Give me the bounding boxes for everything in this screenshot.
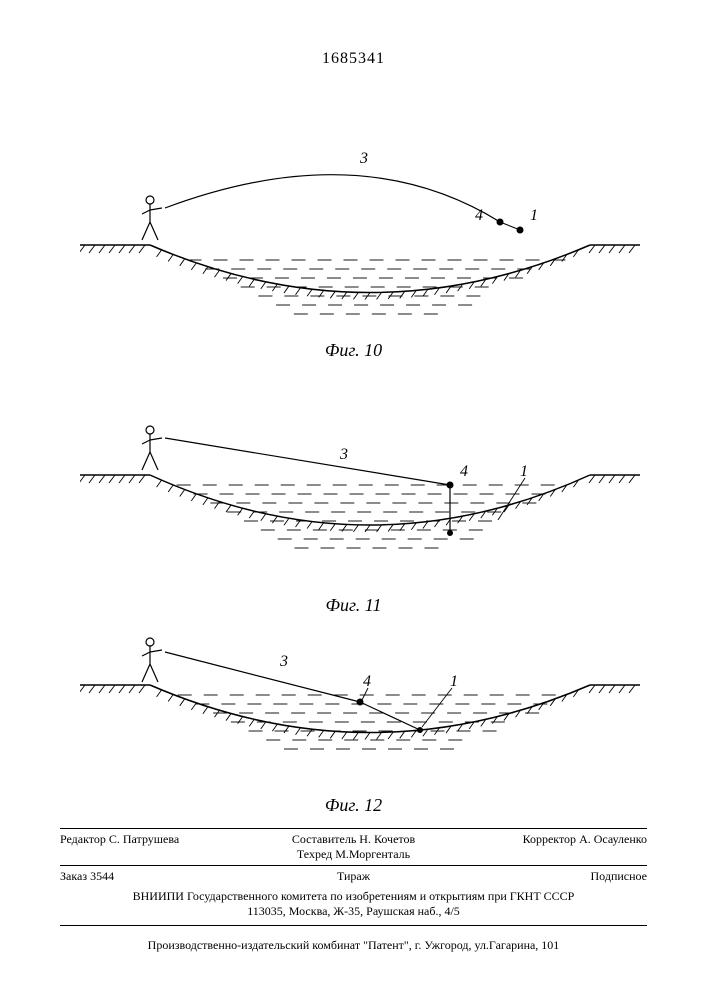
svg-text:1: 1 [530, 207, 538, 224]
subscription: Подписное [451, 869, 647, 884]
figure-12-caption: Фиг. 12 [0, 795, 707, 816]
footer-order-row: Заказ 3544 Тираж Подписное [60, 865, 647, 887]
svg-text:3: 3 [279, 653, 288, 670]
order-label: Заказ [60, 869, 87, 883]
corrector-label: Корректор [523, 832, 577, 846]
editor-label: Редактор [60, 832, 106, 846]
svg-text:3: 3 [359, 150, 368, 167]
patent-page: 1685341 3 4 1 Фиг. 10 3 4 1 Фиг. 11 3 4 1 Фиг.… [0, 0, 707, 1000]
compiler-techred: Составитель Н. Кочетов Техред М.Моргента… [256, 832, 452, 862]
svg-text:1: 1 [450, 673, 458, 690]
footer-org-address: ВНИИПИ Государственного комитета по изоб… [60, 887, 647, 926]
figure-11-caption: Фиг. 11 [0, 595, 707, 616]
svg-text:3: 3 [339, 446, 348, 463]
compiler-name: Н. Кочетов [359, 832, 415, 846]
order: Заказ 3544 [60, 869, 256, 884]
corrector-name: А. Осауленко [579, 832, 647, 846]
figure-12: 3 4 1 [80, 630, 640, 800]
footer-org: ВНИИПИ Государственного комитета по изоб… [60, 889, 647, 904]
figure-11-svg: 3 4 1 [80, 410, 640, 600]
svg-text:4: 4 [475, 207, 483, 224]
editor-name: С. Патрушева [109, 832, 179, 846]
footer-colophon: Редактор С. Патрушева Составитель Н. Коч… [60, 820, 647, 953]
footer-credits: Редактор С. Патрушева Составитель Н. Коч… [60, 828, 647, 865]
tirazh: Тираж [256, 869, 452, 884]
footer-address: 113035, Москва, Ж-35, Раушская наб., 4/5 [60, 904, 647, 919]
svg-text:4: 4 [363, 673, 371, 690]
techred-name: М.Моргенталь [335, 847, 410, 861]
figure-10: 3 4 1 [80, 150, 640, 340]
order-number: 3544 [90, 869, 114, 883]
svg-text:1: 1 [520, 463, 528, 480]
corrector: Корректор А. Осауленко [451, 832, 647, 862]
figure-11: 3 4 1 [80, 410, 640, 600]
compiler-label: Составитель [292, 832, 356, 846]
figure-10-svg: 3 4 1 [80, 150, 640, 340]
editor: Редактор С. Патрушева [60, 832, 256, 862]
figure-12-svg: 3 4 1 [80, 630, 640, 800]
figure-10-caption: Фиг. 10 [0, 340, 707, 361]
patent-number: 1685341 [0, 50, 707, 68]
footer-publisher: Производственно-издательский комбинат "П… [60, 926, 647, 953]
svg-text:4: 4 [460, 463, 468, 480]
techred-label: Техред [297, 847, 332, 861]
